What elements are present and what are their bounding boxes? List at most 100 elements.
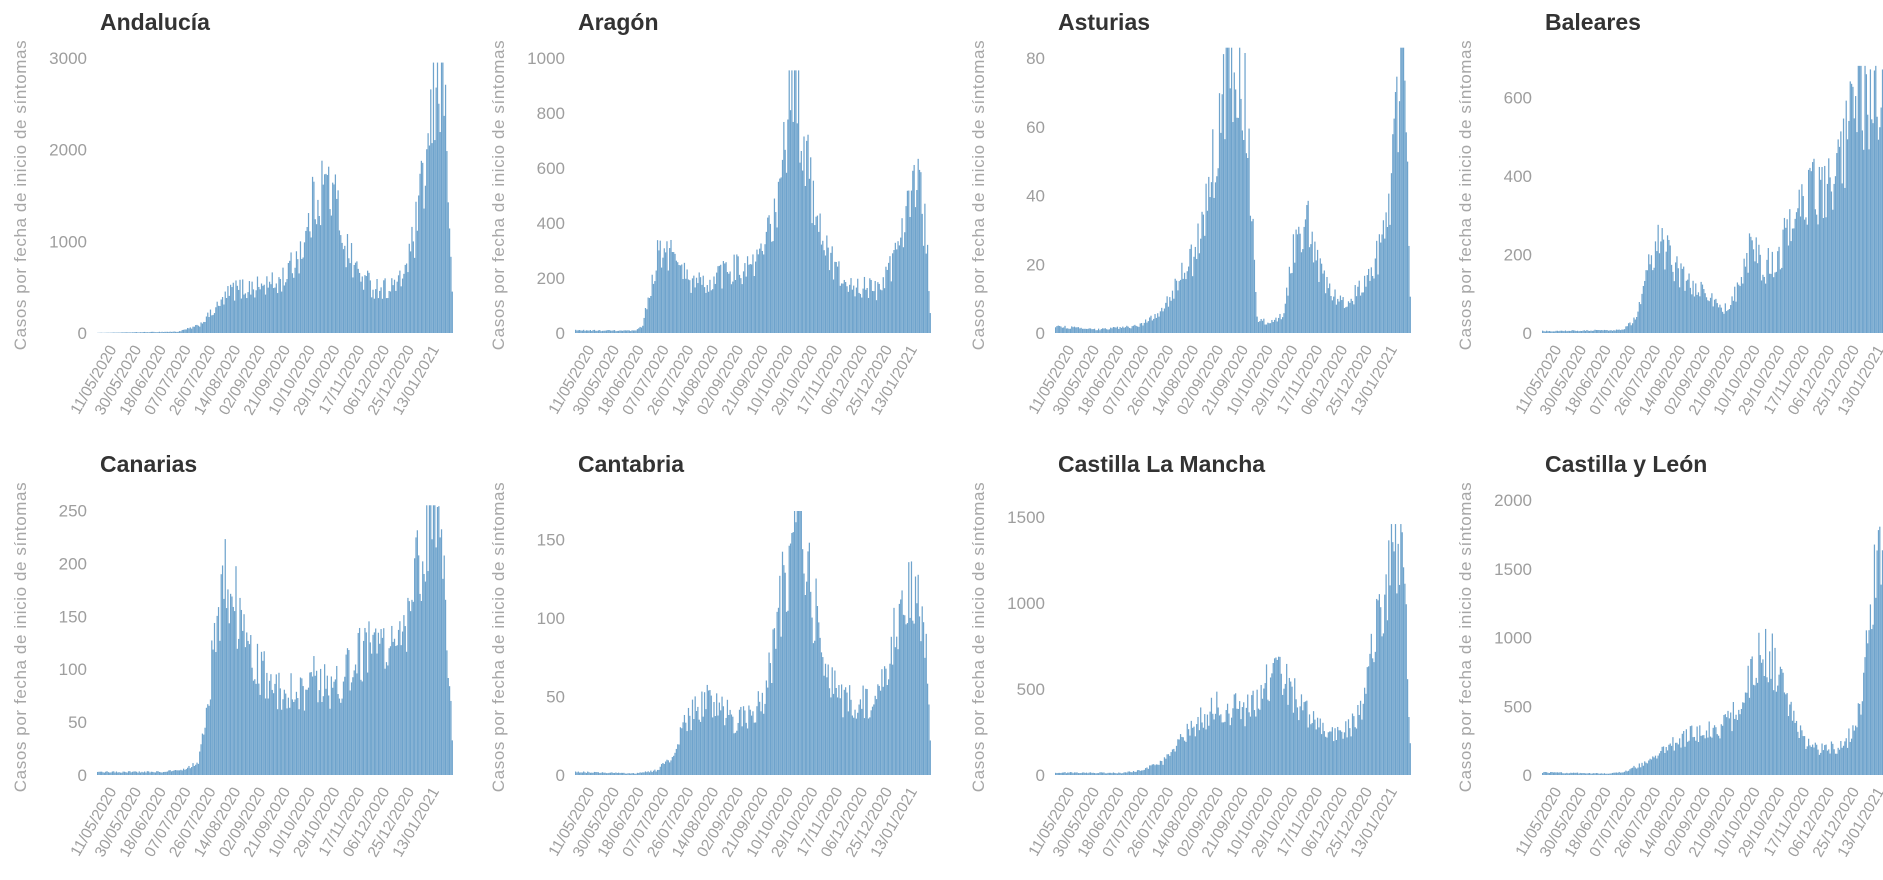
bar bbox=[1731, 731, 1733, 775]
bar bbox=[768, 652, 770, 775]
bar bbox=[1179, 279, 1182, 333]
bar bbox=[1876, 116, 1878, 334]
bar bbox=[333, 681, 335, 775]
bar bbox=[1130, 328, 1132, 333]
bar bbox=[1755, 237, 1757, 333]
bar bbox=[294, 699, 296, 775]
bar bbox=[1856, 727, 1858, 775]
bar bbox=[1769, 273, 1771, 333]
bar bbox=[865, 289, 867, 333]
bar bbox=[835, 262, 837, 333]
bar bbox=[338, 230, 341, 333]
bar bbox=[1255, 716, 1257, 775]
bar bbox=[660, 764, 663, 775]
bar bbox=[827, 247, 829, 333]
bar bbox=[1280, 319, 1282, 333]
bar bbox=[356, 261, 358, 333]
y-tick-label: 1500 bbox=[1007, 508, 1045, 527]
bar bbox=[1848, 728, 1850, 775]
bar bbox=[1873, 544, 1876, 775]
bar bbox=[408, 601, 410, 775]
bar bbox=[1315, 729, 1317, 775]
y-tick-label: 600 bbox=[1504, 88, 1532, 107]
bar bbox=[808, 542, 810, 775]
bar bbox=[302, 257, 304, 333]
bar bbox=[1108, 772, 1110, 775]
bar bbox=[615, 772, 617, 775]
bar bbox=[1061, 772, 1063, 775]
bar bbox=[926, 244, 929, 333]
bar bbox=[1622, 772, 1624, 775]
bar bbox=[1660, 751, 1662, 775]
bar bbox=[857, 278, 859, 333]
bars bbox=[1542, 526, 1883, 775]
bar bbox=[113, 332, 115, 333]
bar bbox=[580, 330, 582, 333]
bar bbox=[881, 669, 883, 775]
bar bbox=[1204, 235, 1206, 333]
bar bbox=[842, 717, 844, 775]
bar bbox=[665, 761, 667, 775]
bar bbox=[904, 232, 906, 333]
bar bbox=[401, 631, 404, 775]
bar bbox=[784, 572, 786, 775]
bar bbox=[1186, 723, 1188, 775]
bar bbox=[583, 329, 585, 333]
bar bbox=[853, 717, 855, 775]
bar bbox=[830, 252, 832, 333]
bar bbox=[115, 771, 118, 775]
bar bbox=[207, 704, 209, 775]
bar bbox=[1278, 656, 1280, 775]
bar bbox=[725, 717, 727, 775]
bar bbox=[785, 172, 788, 333]
bar bbox=[1771, 251, 1773, 333]
bar bbox=[1385, 212, 1387, 333]
bar bbox=[1390, 524, 1393, 775]
bar bbox=[714, 283, 716, 333]
bar bbox=[1783, 692, 1786, 775]
bar bbox=[1123, 327, 1125, 333]
bar bbox=[866, 287, 868, 333]
bar bbox=[1084, 328, 1086, 333]
bar bbox=[826, 235, 828, 333]
bar bbox=[310, 672, 312, 775]
bar bbox=[139, 332, 142, 333]
bar bbox=[1092, 329, 1094, 333]
bar bbox=[1583, 773, 1585, 775]
bars bbox=[1542, 65, 1883, 334]
bar bbox=[1795, 212, 1798, 333]
bar bbox=[1704, 293, 1706, 333]
bar bbox=[436, 507, 439, 775]
bar bbox=[149, 332, 151, 333]
bar bbox=[322, 696, 324, 775]
bar bbox=[791, 533, 793, 775]
bar bbox=[779, 178, 781, 333]
bar bbox=[1389, 585, 1391, 775]
bar bbox=[135, 332, 138, 333]
bar bbox=[693, 719, 695, 775]
bar bbox=[644, 771, 647, 775]
bar bbox=[603, 330, 605, 333]
bar bbox=[1140, 770, 1143, 775]
bar bbox=[303, 242, 306, 333]
bar bbox=[247, 292, 249, 333]
bar bbox=[1829, 177, 1831, 333]
bar bbox=[435, 547, 437, 775]
bar bbox=[681, 728, 683, 775]
bar bbox=[652, 770, 655, 775]
bar bbox=[1590, 773, 1592, 775]
bar bbox=[410, 611, 412, 775]
bar bbox=[387, 298, 389, 333]
bar bbox=[1728, 308, 1730, 333]
bar bbox=[1879, 526, 1881, 775]
bar bbox=[1374, 651, 1376, 775]
bar bbox=[1629, 769, 1631, 775]
bar bbox=[1609, 330, 1611, 333]
bar bbox=[874, 695, 876, 775]
bar bbox=[129, 332, 131, 333]
bar bbox=[631, 330, 633, 333]
bar bbox=[713, 276, 715, 333]
bar bbox=[1789, 704, 1791, 775]
bar bbox=[1275, 657, 1277, 775]
